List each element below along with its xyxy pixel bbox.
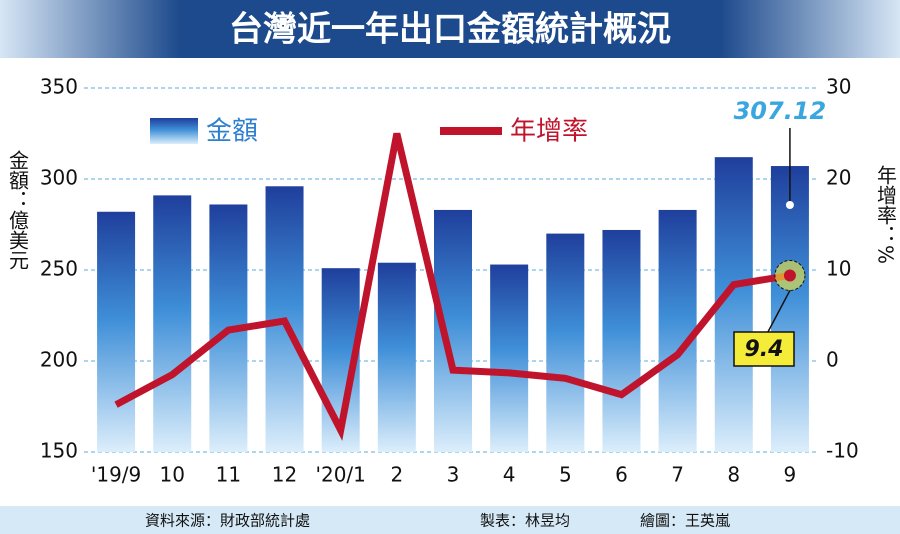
y-tick-label: 250 [40, 257, 78, 281]
x-tick-label: '19/9 [91, 463, 141, 487]
bar [153, 195, 192, 452]
y2-tick-label: 10 [826, 257, 851, 281]
legend-label: 金額 [206, 117, 258, 147]
maker: 製表：林昱均 [480, 512, 570, 530]
leader-dot [785, 201, 794, 209]
bar [434, 209, 472, 452]
bar [377, 262, 416, 452]
value-label: 9.4 [745, 337, 784, 362]
y2-tick-label: 20 [826, 166, 851, 190]
point [783, 269, 796, 282]
footer-band [0, 506, 900, 534]
leader [767, 290, 791, 333]
x-tick-label: 2 [390, 463, 403, 487]
chart-title: 台灣近一年出口金額統計概況 [229, 10, 671, 50]
value-label: 307.12 [734, 97, 827, 125]
x-tick-label: 10 [160, 463, 185, 487]
y2-tick-label: -10 [826, 439, 859, 463]
x-tick-label: 8 [727, 463, 740, 487]
legend-label: 年增率 [510, 117, 588, 147]
x-tick-label: 7 [671, 463, 684, 487]
legend-swatch [150, 118, 198, 144]
y2-tick-label: 30 [826, 75, 851, 99]
x-tick-label: 12 [272, 463, 297, 487]
x-tick-label: 5 [559, 463, 572, 487]
bar [602, 229, 641, 452]
x-tick-label: 3 [447, 463, 460, 487]
title-band [0, 0, 900, 58]
bar [546, 233, 585, 452]
x-tick-label: 4 [503, 463, 516, 487]
y2-tick-label: 0 [826, 348, 839, 372]
x-tick-label: 6 [615, 463, 628, 487]
line [114, 132, 791, 441]
x-tick-label: '20/1 [315, 463, 365, 487]
bar [770, 166, 809, 452]
x-tick-label: 11 [216, 463, 241, 487]
bar [658, 209, 697, 452]
y2-axis-label: 年增率：% [874, 165, 898, 264]
illustrator: 繪圖：王英嵐 [640, 512, 730, 530]
y-tick-label: 200 [40, 348, 78, 372]
bar [490, 264, 529, 452]
y-tick-label: 150 [40, 439, 78, 463]
bar [97, 211, 136, 452]
x-tick-label: 9 [784, 463, 797, 487]
y-tick-label: 300 [40, 166, 78, 190]
source: 資料來源：財政部統計處 [145, 512, 310, 530]
y-axis-label: 金額：億美元 [6, 150, 30, 270]
y-tick-label: 350 [40, 75, 78, 99]
label-box [733, 331, 795, 367]
